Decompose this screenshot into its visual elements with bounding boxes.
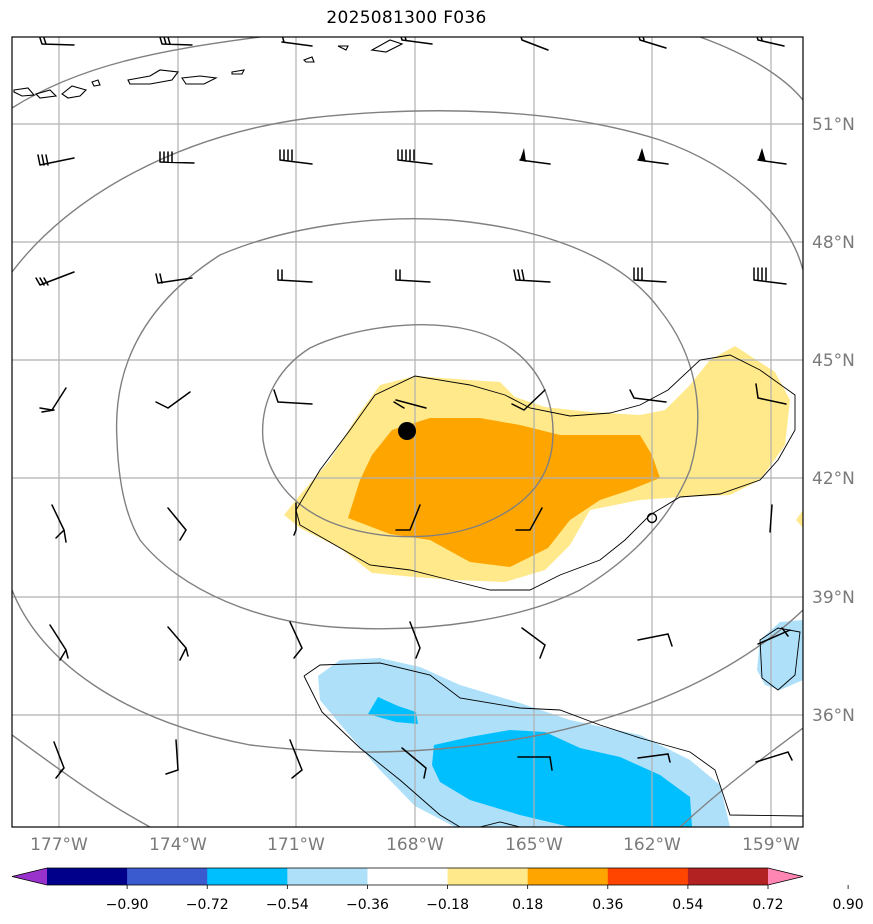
colorbar-segment — [287, 868, 368, 885]
colorbar-tick-label: 0.18 — [512, 897, 543, 913]
negative-anomaly-fill — [318, 620, 803, 827]
colorbar-segment — [367, 868, 449, 885]
lat-label-51: 51°N — [812, 115, 855, 135]
colorbar-tick-label: −0.18 — [426, 897, 469, 913]
colorbar: −0.90 −0.72 −0.54 −0.36 −0.18 0.18 0.36 0.54 0.7… — [11, 867, 864, 913]
colorbar-segment — [687, 868, 769, 885]
colorbar-segment — [207, 868, 288, 885]
colorbar-segment — [447, 868, 529, 885]
colorbar-segment — [607, 868, 689, 885]
colorbar-segment — [127, 868, 208, 885]
colorbar-tick-label: 0.72 — [752, 897, 783, 913]
lat-label-36: 36°N — [812, 706, 855, 726]
storm-center-marker — [398, 422, 416, 440]
lon-label-171: 171°W — [267, 835, 325, 855]
coastline — [13, 39, 404, 99]
colorbar-tick-label: 0.36 — [592, 897, 623, 913]
lon-label-177: 177°W — [30, 835, 88, 855]
lat-label-42: 42°N — [812, 469, 855, 489]
lon-label-159: 159°W — [742, 835, 800, 855]
colorbar-tick-label: −0.54 — [266, 897, 309, 913]
map-title: 2025081300 F036 — [326, 8, 487, 28]
colorbar-tick-label: 0.54 — [672, 897, 703, 913]
open-circle-marker — [646, 512, 658, 524]
positive-anomaly-fill — [284, 346, 803, 582]
outline-contours — [295, 354, 803, 827]
latitude-labels: 51°N 48°N 45°N 42°N 39°N 36°N — [812, 115, 855, 726]
colorbar-tick-label: 0.90 — [833, 897, 864, 913]
wind-barb-flags — [520, 148, 766, 162]
lat-label-48: 48°N — [812, 233, 855, 253]
lon-label-165: 165°W — [505, 835, 563, 855]
lon-label-174: 174°W — [149, 835, 207, 855]
colorbar-extend-high — [768, 868, 803, 885]
height-contours — [12, 37, 803, 827]
colorbar-tick-label: −0.72 — [186, 897, 229, 913]
colorbar-segment — [527, 868, 609, 885]
colorbar-tick-label: −0.90 — [106, 897, 149, 913]
lat-label-39: 39°N — [812, 588, 855, 608]
lon-label-162: 162°W — [623, 835, 681, 855]
map-frame — [11, 36, 804, 828]
colorbar-tick-label: −0.36 — [346, 897, 389, 913]
colorbar-outline — [11, 867, 804, 886]
colorbar-segment — [47, 868, 128, 885]
lat-label-45: 45°N — [812, 351, 855, 371]
longitude-labels: 177°W 174°W 171°W 168°W 165°W 162°W 159°… — [30, 835, 800, 855]
lon-label-168: 168°W — [386, 835, 444, 855]
colorbar-extend-low — [12, 868, 47, 885]
